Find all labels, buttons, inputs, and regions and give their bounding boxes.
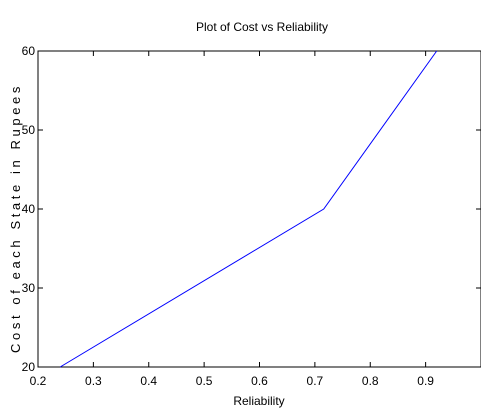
x-tick-label: 0.9 [417, 374, 434, 388]
y-tick-label: 40 [22, 202, 36, 216]
y-tick-label: 30 [22, 281, 36, 295]
series-layer [59, 50, 438, 368]
x-tick-label: 0.4 [140, 374, 157, 388]
series-line [59, 50, 438, 368]
x-axis-label: Reliability [233, 394, 284, 408]
y-tick-label: 60 [22, 44, 36, 58]
x-tick-label: 0.7 [307, 374, 324, 388]
x-tick-label: 0.5 [196, 374, 213, 388]
x-tick-label: 0.3 [85, 374, 102, 388]
x-tick-label: 0.8 [362, 374, 379, 388]
y-axis-label: Cost of each State in Rupees [8, 83, 23, 353]
plot-frame [37, 50, 481, 368]
y-tick-label: 20 [22, 360, 36, 374]
x-tick-label: 0.6 [251, 374, 268, 388]
y-axis-ticks: 20 30 40 50 60 [22, 44, 481, 374]
y-tick-label: 50 [22, 123, 36, 137]
x-axis-ticks: 0.2 0.3 0.4 0.5 0.6 0.7 0.8 0.9 [30, 51, 434, 388]
x-tick-label: 0.2 [30, 374, 47, 388]
chart-title: Plot of Cost vs Reliability [196, 20, 328, 34]
